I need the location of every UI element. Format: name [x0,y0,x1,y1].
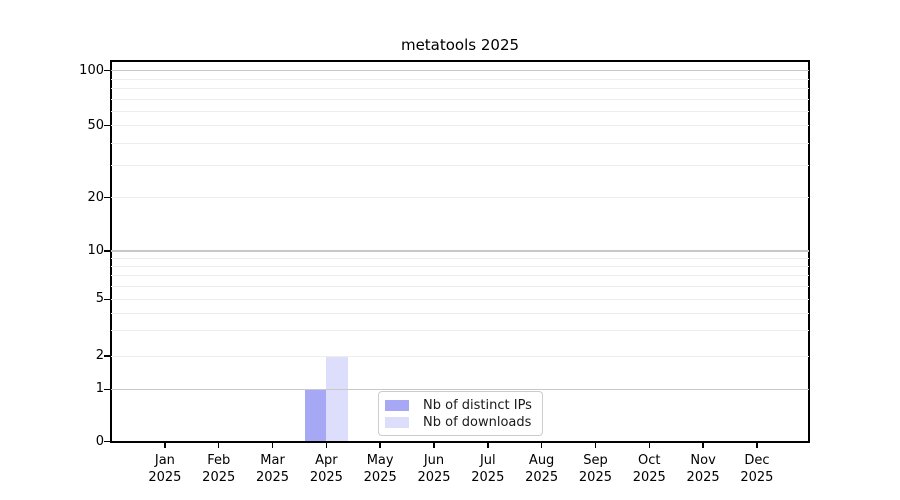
bar-downloads [326,356,348,441]
y-tick-mark [104,441,110,443]
y-tick-mark [104,197,110,199]
x-tick-label: Dec 2025 [740,453,774,485]
x-tick-label: Aug 2025 [525,453,559,485]
legend-label-distinct-ips: Nb of distinct IPs [423,398,532,413]
x-tick-mark [218,443,220,448]
x-tick-label: Oct 2025 [632,453,666,485]
chart-title: metatools 2025 [400,36,520,54]
x-tick-label: Jun 2025 [417,453,451,485]
x-tick-mark [379,443,381,448]
x-tick-label: Jan 2025 [148,453,182,485]
x-tick-mark [164,443,166,448]
legend-label-downloads: Nb of downloads [423,415,532,430]
y-tick-label: 20 [87,189,104,205]
legend-swatch-downloads [385,417,409,428]
x-tick-mark [702,443,704,448]
y-tick-mark [104,70,110,72]
y-tick-mark [104,355,110,357]
x-tick-label: Feb 2025 [202,453,236,485]
x-tick-mark [487,443,489,448]
y-tick-label: 0 [95,433,104,449]
legend: Nb of distinct IPs Nb of downloads [378,391,543,436]
y-tick-mark [104,250,110,252]
bar-distinct-ips [304,389,327,441]
legend-item-distinct-ips: Nb of distinct IPs [385,397,542,414]
x-tick-mark [540,443,543,448]
y-tick-label: 2 [95,348,104,363]
y-tick-label: 1 [95,381,104,397]
y-tick-mark [104,125,110,127]
x-tick-mark [648,443,650,448]
x-tick-mark [271,443,274,448]
x-tick-label: Sep 2025 [578,453,612,485]
legend-item-downloads: Nb of downloads [385,414,542,431]
x-tick-mark [433,443,435,448]
x-tick-label: Jul 2025 [471,453,505,485]
legend-swatch-distinct-ips [385,400,409,411]
y-tick-mark [104,388,110,390]
x-tick-label: Apr 2025 [309,453,343,485]
x-tick-label: Mar 2025 [255,453,290,485]
x-tick-mark [594,443,597,448]
y-tick-label: 10 [87,243,104,258]
x-tick-label: May 2025 [363,453,397,485]
y-tick-label: 100 [79,62,104,78]
x-tick-label: Nov 2025 [686,453,720,485]
plot-area [110,60,810,443]
x-tick-mark [756,443,758,448]
y-tick-mark [104,298,110,300]
x-tick-mark [325,443,328,448]
y-tick-label: 50 [87,117,104,133]
y-tick-label: 5 [95,291,104,307]
